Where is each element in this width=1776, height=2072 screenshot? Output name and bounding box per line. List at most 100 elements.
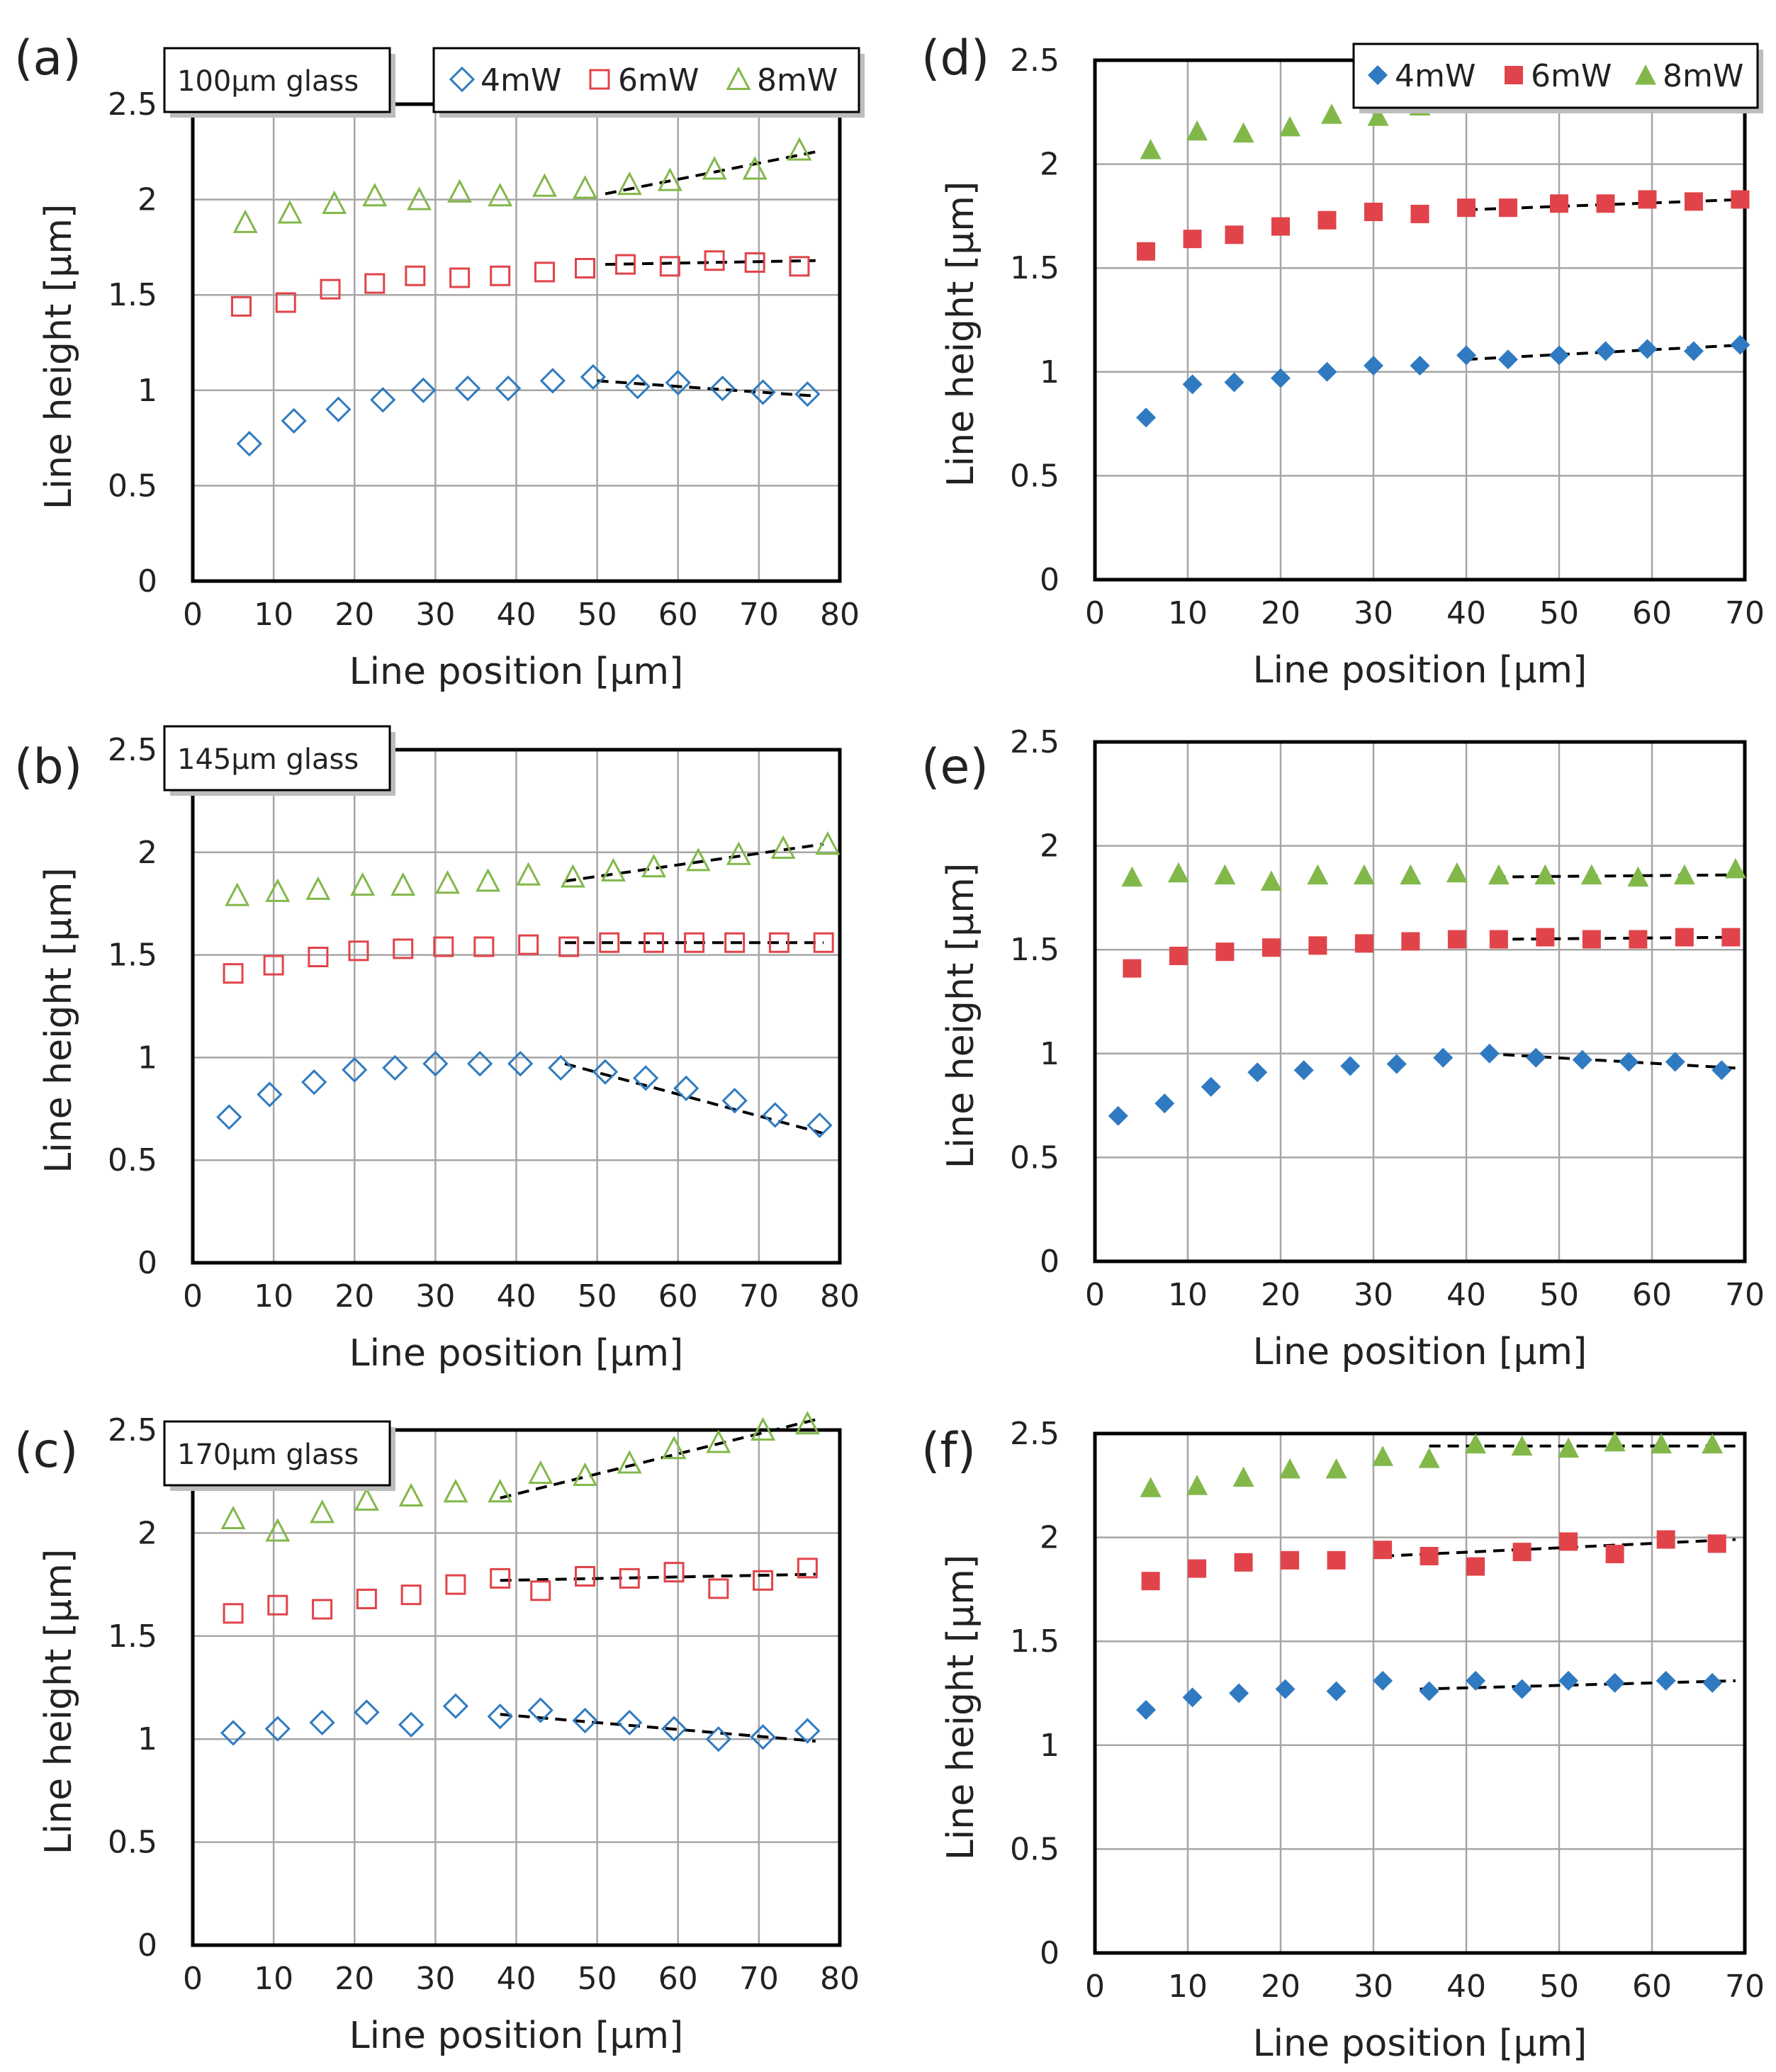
data-point <box>1596 194 1615 213</box>
data-point <box>1225 225 1244 244</box>
series-6mW <box>1137 190 1750 261</box>
fit-line-8mW <box>564 843 824 883</box>
x-tick-label: 0 <box>183 1278 203 1314</box>
data-point <box>615 254 636 275</box>
series-4mW <box>236 364 821 457</box>
data-point <box>1140 1477 1162 1497</box>
data-point <box>599 932 620 953</box>
series-6mW <box>1141 1530 1726 1591</box>
x-axis-title: Line position [μm] <box>349 651 684 693</box>
x-tick-label: 40 <box>497 597 536 633</box>
x-tick-label: 70 <box>739 1961 779 1997</box>
x-tick-label: 70 <box>739 597 779 633</box>
data-point <box>1410 356 1430 376</box>
annotation-text: 145μm glass <box>177 743 359 776</box>
y-tick-label: 1 <box>1040 1036 1060 1072</box>
data-point <box>1234 1553 1253 1572</box>
data-point <box>308 946 329 967</box>
data-point <box>1534 864 1556 885</box>
data-point <box>1629 930 1648 949</box>
y-tick-label: 0.5 <box>1010 458 1060 494</box>
fit-line-6mW <box>1383 1538 1736 1558</box>
x-tick-label: 50 <box>1539 595 1579 631</box>
data-point <box>527 1697 553 1723</box>
x-tick-label: 30 <box>1354 1277 1393 1313</box>
data-point <box>1536 928 1555 947</box>
data-point <box>398 1482 424 1507</box>
fit-line-4mW <box>1420 1679 1736 1691</box>
data-point <box>705 1726 731 1752</box>
annotation-box <box>163 47 391 113</box>
x-tick-label: 60 <box>1632 595 1672 631</box>
data-point <box>813 932 834 953</box>
data-point <box>789 256 810 277</box>
x-tick-label: 40 <box>497 1278 536 1314</box>
data-point <box>661 1435 687 1460</box>
data-point <box>1279 1458 1301 1479</box>
data-point <box>1154 1093 1175 1114</box>
data-point <box>490 1567 511 1589</box>
legend-label: 4mW <box>1395 58 1476 94</box>
x-tick-label: 60 <box>658 597 698 633</box>
data-point <box>572 1707 598 1734</box>
data-point <box>1121 866 1143 887</box>
data-point <box>1512 1679 1532 1699</box>
panel-label: (c) <box>14 1423 78 1479</box>
fit-line-4mW <box>500 1713 816 1743</box>
data-point <box>1215 942 1235 962</box>
legend-item-8mW: 8mW <box>1635 58 1743 94</box>
data-point <box>362 182 388 207</box>
x-tick-label: 10 <box>254 1278 293 1314</box>
data-point <box>1137 242 1156 261</box>
data-point <box>750 379 776 405</box>
data-point <box>312 1599 333 1620</box>
x-tick-label: 50 <box>578 1961 617 1997</box>
data-point <box>1167 862 1189 883</box>
x-tick-label: 0 <box>1085 1277 1105 1313</box>
data-point <box>445 1574 466 1595</box>
y-tick-label: 2 <box>137 835 157 871</box>
data-point <box>1656 1670 1676 1691</box>
x-tick-label: 80 <box>820 597 860 633</box>
data-point <box>1261 938 1281 957</box>
y-tick-label: 1.5 <box>1010 932 1060 968</box>
panel-label: (d) <box>921 30 989 86</box>
legend-marker <box>1635 64 1656 85</box>
data-point <box>530 1580 551 1601</box>
y-tick-label: 0 <box>1040 1935 1060 1971</box>
x-tick-label: 50 <box>1539 1277 1579 1313</box>
x-tick-label: 80 <box>820 1961 860 1997</box>
data-point <box>575 1565 596 1587</box>
y-tick-label: 2 <box>1040 147 1060 183</box>
data-point <box>236 431 263 457</box>
x-tick-label: 30 <box>415 1961 455 1997</box>
series-4mW <box>220 1693 821 1752</box>
data-point <box>1232 1466 1254 1487</box>
legend-item-6mW: 6mW <box>589 62 699 98</box>
data-point <box>1232 122 1254 143</box>
data-point <box>702 156 727 180</box>
x-tick-label: 20 <box>335 597 374 633</box>
data-point <box>726 841 751 865</box>
data-point <box>1136 407 1157 428</box>
data-point <box>1550 194 1568 213</box>
data-point <box>592 1059 619 1085</box>
fit-line-6mW <box>1494 935 1736 941</box>
data-point <box>265 878 291 902</box>
data-point <box>532 173 557 197</box>
data-point <box>1665 1052 1685 1072</box>
data-point <box>1572 1049 1592 1070</box>
series-6mW <box>223 1558 818 1624</box>
data-point <box>1605 1545 1624 1564</box>
data-point <box>1488 864 1510 885</box>
data-point <box>617 171 642 196</box>
data-point <box>1386 1054 1407 1074</box>
data-point <box>1140 139 1162 159</box>
data-point <box>350 872 376 896</box>
y-tick-label: 1.5 <box>1010 1623 1060 1660</box>
series-4mW <box>1108 1043 1732 1126</box>
data-point <box>1136 1699 1157 1720</box>
x-tick-label: 40 <box>497 1961 536 1997</box>
data-point <box>1465 1433 1487 1454</box>
y-tick-label: 1.5 <box>1010 250 1060 286</box>
